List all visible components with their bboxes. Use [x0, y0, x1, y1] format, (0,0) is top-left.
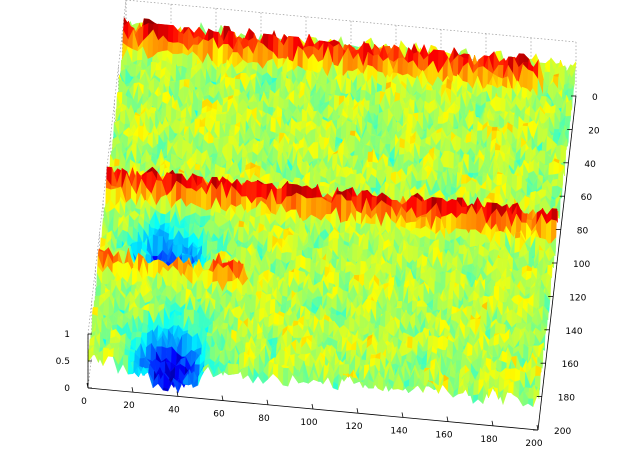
surface-patch [397, 57, 404, 76]
surface-patch [497, 64, 504, 80]
surface-patch [553, 160, 560, 175]
surface-patch [514, 237, 521, 254]
surface-patch [443, 150, 450, 169]
surface-patch [355, 210, 362, 226]
surface-patch [460, 213, 467, 230]
surface-patch [514, 232, 521, 239]
surface-patch [469, 229, 476, 248]
surface [87, 16, 577, 408]
surface-patch [332, 43, 339, 67]
surface-patch [130, 62, 137, 78]
surface-patch [548, 160, 555, 176]
surface-patch [312, 142, 319, 160]
surface-patch [176, 53, 183, 67]
surface-patch [461, 174, 468, 185]
surface-patch [551, 178, 558, 187]
surface-patch [522, 122, 529, 127]
surface-patch [297, 45, 304, 69]
surface-patch [325, 200, 332, 215]
surface-patch [199, 215, 206, 228]
surface-patch [367, 151, 374, 163]
surface-patch [398, 146, 405, 156]
surface-patch [172, 24, 179, 44]
surface-patch [172, 42, 179, 55]
surface-patch [551, 208, 558, 222]
surface-patch [270, 116, 277, 134]
surface-patch [505, 275, 512, 290]
surface-patch [491, 126, 498, 132]
surface-patch [448, 150, 455, 170]
surface-patch [190, 188, 197, 206]
surface-patch [220, 113, 227, 124]
surface-patch [194, 163, 201, 171]
surface-patch [399, 137, 406, 149]
surface-patch [310, 197, 317, 218]
surface-patch [300, 194, 307, 223]
surface-patch [238, 220, 245, 228]
surface-patch [323, 186, 330, 195]
surface-patch [495, 96, 502, 112]
surface-patch [565, 99, 572, 117]
surface-patch [152, 234, 159, 257]
surface-patch [177, 42, 184, 55]
surface-patch [315, 197, 322, 222]
surface-patch [174, 119, 181, 135]
surface-patch [160, 194, 167, 215]
surface-patch [296, 65, 303, 82]
surface-patch [437, 116, 444, 125]
surface-patch [276, 188, 283, 205]
surface-patch [421, 199, 428, 216]
surface-patch [496, 173, 503, 186]
surface-patch [443, 111, 450, 119]
surface-patch [286, 183, 293, 197]
surface-patch [176, 139, 183, 161]
surface-patch [114, 158, 121, 167]
surface-patch [390, 264, 397, 277]
surface-patch [287, 36, 294, 63]
surface-patch [167, 24, 174, 44]
surface-patch [345, 77, 352, 95]
